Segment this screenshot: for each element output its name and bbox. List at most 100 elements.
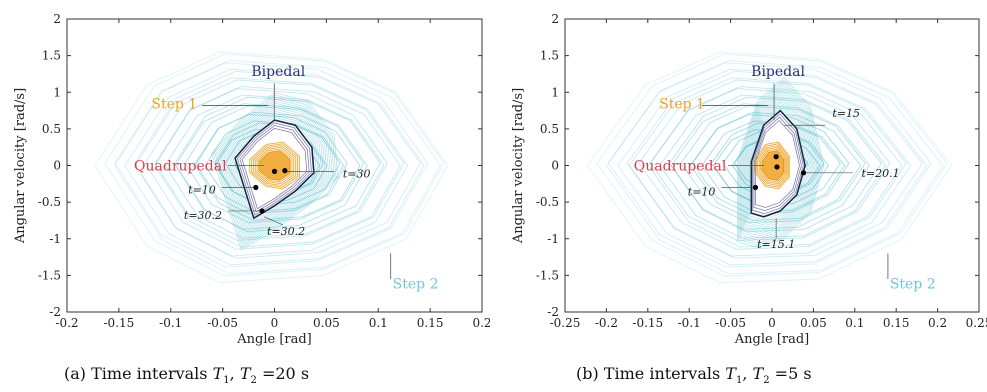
step2-trajectory-0-7	[144, 79, 405, 250]
y-tick-label-0-3: 0.5	[42, 122, 61, 136]
step2-trajectory-0-13	[184, 105, 365, 224]
y-tick-label-0-8: -2	[49, 305, 61, 319]
phase-portrait-b: -0.25 -0.2 -0.15 -0.1 -0.05 0 0.05 0.1 0.15 0.2 0.…	[511, 12, 987, 347]
label-quadrupedal-1: Quadrupedal	[634, 159, 727, 175]
x-tick-label-1-9: 0.2	[928, 316, 947, 330]
step2-trajectory-1-6	[628, 77, 912, 257]
x-tick-label-1-1: -0.2	[595, 316, 618, 330]
x-tick-label-1-7: 0.1	[845, 316, 864, 330]
y-tick-label-1-3: 0.5	[540, 122, 559, 136]
caption-b-t2: T	[752, 364, 764, 383]
step2-trajectory-1-16	[701, 120, 846, 212]
step2-trajectory-0-9	[154, 88, 388, 241]
step2-trajectory-0-3	[114, 62, 429, 268]
transition-orbit-1-10	[747, 101, 811, 225]
step2-trajectory-1-8	[647, 86, 903, 248]
transition-orbit-1-11	[748, 104, 809, 223]
plot-area-0	[94, 51, 449, 284]
caption-b-t1: T	[725, 364, 736, 383]
transition-orbit-0-6	[221, 104, 328, 237]
x-tick-label-0-2: -0.1	[159, 316, 182, 330]
caption-a: (a) Time intervals T1, T2 =20 s	[64, 364, 309, 386]
y-tick-label-0-2: 1	[53, 85, 61, 99]
x-tick-label-1-6: 0.05	[800, 316, 827, 330]
transition-orbit-0-10	[228, 112, 321, 227]
step2-trajectory-1-4	[617, 68, 928, 266]
y-axis-title-1: Angular velocity [rad/s]	[511, 88, 526, 244]
step1-orbit-1-4	[755, 143, 789, 188]
transition-orbit-1-1	[738, 79, 823, 246]
caption-a-prefix: (a) Time intervals	[64, 364, 208, 383]
step2-trajectory-1-2	[605, 60, 944, 275]
annotation-leader-0-3	[263, 216, 283, 226]
y-tick-label-1-4: 0	[551, 159, 559, 173]
step2-trajectory-0-12	[174, 103, 368, 230]
transition-orbit-0-5	[220, 102, 330, 239]
y-tick-label-1-6: -1	[547, 232, 559, 246]
x-tick-label-1-0: -0.25	[550, 316, 581, 330]
annotation-1-0: t=15	[832, 107, 860, 120]
x-tick-label-1-10: 0.25	[966, 316, 987, 330]
step1-orbit-1-3	[757, 145, 788, 186]
caption-b-t1-sub: 1	[735, 375, 743, 387]
transition-orbit-0-2	[214, 96, 335, 246]
caption-a-t1-sub: 1	[223, 375, 230, 387]
state-point-0-2	[253, 184, 259, 191]
plot-area-1	[586, 51, 953, 284]
step2-trajectory-0-10	[164, 94, 385, 239]
step2-trajectory-1-11	[668, 96, 882, 232]
transition-orbit-0-1	[212, 94, 337, 249]
transition-orbit-1-8	[745, 96, 813, 230]
state-point-0-0	[271, 168, 278, 174]
step1-orbit-0-3	[252, 145, 297, 186]
x-tick-label-1-5: 0	[768, 316, 776, 330]
x-tick-label-0-4: 0	[271, 316, 279, 330]
state-point-1-0	[773, 154, 779, 160]
caption-a-suffix: =20 s	[261, 364, 310, 383]
step1-orbit-1-1	[760, 148, 786, 183]
transition-orbit-0-11	[230, 114, 319, 225]
transition-orbit-0-4	[218, 100, 331, 241]
caption-b-suffix: =5 s	[774, 364, 812, 383]
step2-trajectory-1-15	[691, 114, 850, 215]
step2-trajectory-1-17	[710, 122, 841, 206]
caption-a-t1: T	[212, 364, 224, 383]
transition-orbit-0-3	[216, 98, 333, 244]
step1-orbit-0-4	[251, 143, 299, 188]
transition-orbit-1-6	[743, 91, 816, 235]
annotation-1-1: t=20.1	[861, 167, 899, 180]
y-tick-label-1-1: 1.5	[540, 49, 559, 63]
x-tick-label-0-8: 0.2	[472, 316, 490, 330]
x-axis-title-0: Angle [rad]	[236, 332, 312, 347]
caption-a-t2-sub: 2	[250, 375, 257, 387]
caption-b-sep: ,	[742, 364, 748, 383]
x-tick-label-0-6: 0.1	[369, 316, 388, 330]
bipedal-inner-loop-0-1	[236, 122, 312, 216]
step2-trajectory-0-2	[114, 60, 442, 275]
caption-b-t2-sub: 2	[763, 375, 770, 387]
chart-panel-a: -0.2 -0.15 -0.1 -0.05 0 0.05 0.1 0.15 0.2 2 1.5 1 0.…	[0, 0, 492, 392]
transition-orbit-1-7	[744, 94, 815, 232]
caption-a-sep: ,	[229, 364, 235, 383]
transition-orbit-1-12	[749, 106, 808, 221]
step2-trajectory-0-8	[154, 86, 401, 248]
transition-orbit-1-9	[746, 99, 812, 228]
step2-trajectory-1-1	[596, 53, 948, 277]
y-tick-label-0-5: -0.5	[38, 195, 61, 209]
y-tick-label-0-7: -1.5	[38, 268, 61, 282]
step2-trajectory-1-10	[659, 94, 887, 239]
step2-trajectory-0-15	[194, 114, 348, 215]
y-axis-title-0: Angular velocity [rad/s]	[13, 88, 28, 244]
step2-trajectory-0-5	[134, 70, 421, 259]
transition-orbit-1-5	[742, 89, 818, 237]
label-quadrupedal-0: Quadrupedal	[134, 159, 227, 175]
y-tick-label-1-8: -2	[547, 305, 559, 319]
step2-trajectory-1-0	[586, 51, 953, 284]
step2-trajectory-0-1	[104, 53, 445, 277]
caption-a-t2: T	[239, 364, 251, 383]
x-tick-label-1-2: -0.15	[632, 316, 663, 330]
annotation-0-3: t=30.2	[267, 225, 305, 238]
x-tick-label-1-8: 0.15	[883, 316, 910, 330]
x-tick-label-0-3: -0.05	[207, 316, 238, 330]
step2-trajectory-1-5	[626, 70, 923, 259]
